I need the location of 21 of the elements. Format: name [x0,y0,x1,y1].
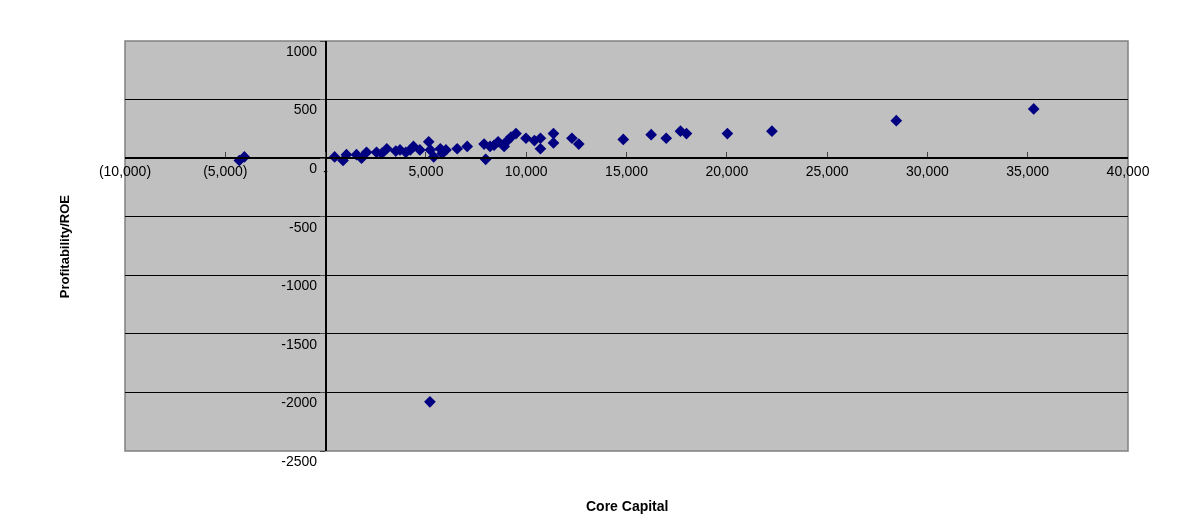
x-tick-label: - [323,162,329,179]
x-tick-label: 40,000 [1106,162,1150,179]
x-tick-label: 5,000 [408,162,444,179]
x-axis-title: Core Capital [586,498,669,514]
y-axis-title: Profitability/ROE [57,194,73,299]
x-tick-label: 20,000 [705,162,749,179]
y-tick-label: -1500 [281,335,318,352]
x-tick-label: (5,000) [203,162,248,179]
x-tick-label: 15,000 [605,162,649,179]
y-tick-label: -2500 [281,452,318,469]
x-tick-label: 35,000 [1006,162,1050,179]
x-tick-label: 10,000 [504,162,548,179]
x-tick-label: (10,000) [98,162,152,179]
x-tick-label: 25,000 [805,162,849,179]
x-tick-label: 30,000 [905,162,950,179]
y-tick-label: -500 [289,218,318,235]
y-tick-label: 500 [293,101,318,118]
y-tick-label: 1000 [285,42,318,59]
y-tick-label: 0 [309,160,318,177]
y-tick-label: -1000 [281,277,318,294]
y-tick-label: -2000 [281,394,318,411]
